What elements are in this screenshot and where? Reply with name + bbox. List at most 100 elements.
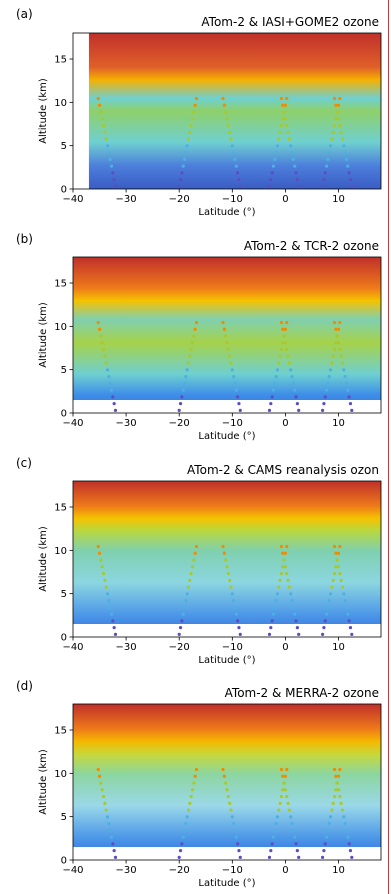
flight-track-point xyxy=(343,599,347,603)
flight-track-point xyxy=(297,632,301,637)
flight-track-point xyxy=(339,801,343,805)
flight-track-point xyxy=(274,151,278,155)
y-tick-label: 5 xyxy=(61,589,67,600)
x-axis-label: Latitude (°) xyxy=(198,655,255,666)
flight-track-point xyxy=(340,137,345,141)
flight-track-point xyxy=(323,171,327,175)
flight-track-point xyxy=(229,585,233,589)
flight-track-point xyxy=(330,361,334,365)
flight-track-point xyxy=(326,828,330,832)
flight-track-point xyxy=(294,171,298,175)
flight-track-point xyxy=(193,103,197,107)
flight-track-point xyxy=(181,612,185,616)
flight-track-point xyxy=(113,855,118,860)
flight-track-point xyxy=(324,388,329,392)
x-tick-label: −40 xyxy=(62,418,83,429)
flight-track-point xyxy=(350,184,354,188)
flight-track-point xyxy=(334,103,338,107)
flight-track-point xyxy=(109,612,114,616)
flight-track-point xyxy=(332,320,337,325)
flight-track-point xyxy=(282,558,286,562)
flight-track-point xyxy=(348,178,353,182)
flight-track-point xyxy=(279,544,284,549)
flight-track-point xyxy=(331,354,335,358)
flight-track-point xyxy=(182,605,187,609)
flight-track-point xyxy=(347,619,351,623)
flight-track-point xyxy=(188,354,192,358)
flight-track-point xyxy=(234,164,238,168)
flight-track-point xyxy=(286,578,290,582)
flight-track-point xyxy=(334,341,338,345)
flight-track-point xyxy=(322,849,326,853)
flight-track-point xyxy=(293,388,297,392)
flight-track-point xyxy=(229,361,233,365)
flight-track-point xyxy=(281,565,285,569)
flight-track-point xyxy=(193,551,197,555)
flight-track-point xyxy=(232,822,236,826)
flight-track-point xyxy=(221,96,225,101)
flight-track-point xyxy=(101,794,106,799)
flight-track-point xyxy=(273,381,277,385)
flight-track-point xyxy=(281,788,285,792)
flight-track-point xyxy=(104,585,108,589)
flight-track-point xyxy=(334,565,338,569)
flight-track-point xyxy=(320,408,325,412)
flight-track-point xyxy=(228,578,232,582)
flight-track-point xyxy=(328,592,333,596)
flight-track-point xyxy=(281,103,285,107)
flight-track-point xyxy=(289,144,293,148)
no-data-region xyxy=(73,98,89,189)
flight-track-point xyxy=(282,334,286,338)
flight-track-point xyxy=(236,395,240,399)
flight-track-point xyxy=(112,402,116,406)
y-tick-label: 15 xyxy=(54,726,67,737)
flight-track-point xyxy=(224,781,228,785)
flight-track-point xyxy=(342,368,346,372)
flight-track-point xyxy=(100,341,104,345)
flight-track-point xyxy=(287,808,291,812)
flight-track-point xyxy=(186,585,191,589)
flight-track-point xyxy=(229,137,233,141)
flight-track-point xyxy=(332,767,337,772)
panel-label: (b) xyxy=(16,232,33,246)
flight-track-point xyxy=(339,130,343,134)
flight-track-point xyxy=(230,144,234,148)
flight-track-point xyxy=(338,347,342,352)
flight-track-point xyxy=(335,558,339,562)
flight-track-point xyxy=(192,334,196,338)
flight-track-point xyxy=(330,808,334,812)
flight-track-point xyxy=(295,178,299,182)
panel-4: (d) ATom-2 & MERRA-2 ozone −40 −30 −20 −10 0 10… xyxy=(16,679,382,889)
flight-track-point xyxy=(230,592,234,596)
flight-track-point xyxy=(100,117,104,121)
flight-track-point xyxy=(336,551,341,555)
y-tick-label: 5 xyxy=(61,365,67,376)
flight-track-point xyxy=(96,320,100,325)
flight-track-point xyxy=(294,619,298,623)
flight-track-point xyxy=(283,117,288,121)
flight-track-point xyxy=(274,599,278,603)
flight-track-point xyxy=(269,178,273,182)
flight-track-point xyxy=(327,599,331,603)
flight-track-point xyxy=(103,578,107,582)
flight-track-point xyxy=(185,368,189,372)
flight-track-point xyxy=(291,381,295,385)
flight-track-point xyxy=(178,178,183,182)
flight-track-point xyxy=(338,96,342,101)
flight-track-point xyxy=(278,354,282,358)
flight-track-point xyxy=(282,781,286,785)
flight-track-point xyxy=(339,578,343,582)
flight-track-point xyxy=(236,171,240,175)
flight-track-point xyxy=(270,842,274,846)
y-axis-label: Altitude (km) xyxy=(38,78,49,144)
flight-track-point xyxy=(294,842,298,846)
ozone-field xyxy=(73,33,381,189)
flight-track-point xyxy=(324,612,329,616)
flight-track-point xyxy=(343,375,347,379)
flight-track-point xyxy=(336,774,341,778)
flight-track-point xyxy=(281,774,285,778)
flight-track-point xyxy=(221,544,225,549)
flight-track-point xyxy=(289,815,293,819)
x-tick-label: −30 xyxy=(116,865,137,876)
flight-track-point xyxy=(350,855,354,860)
